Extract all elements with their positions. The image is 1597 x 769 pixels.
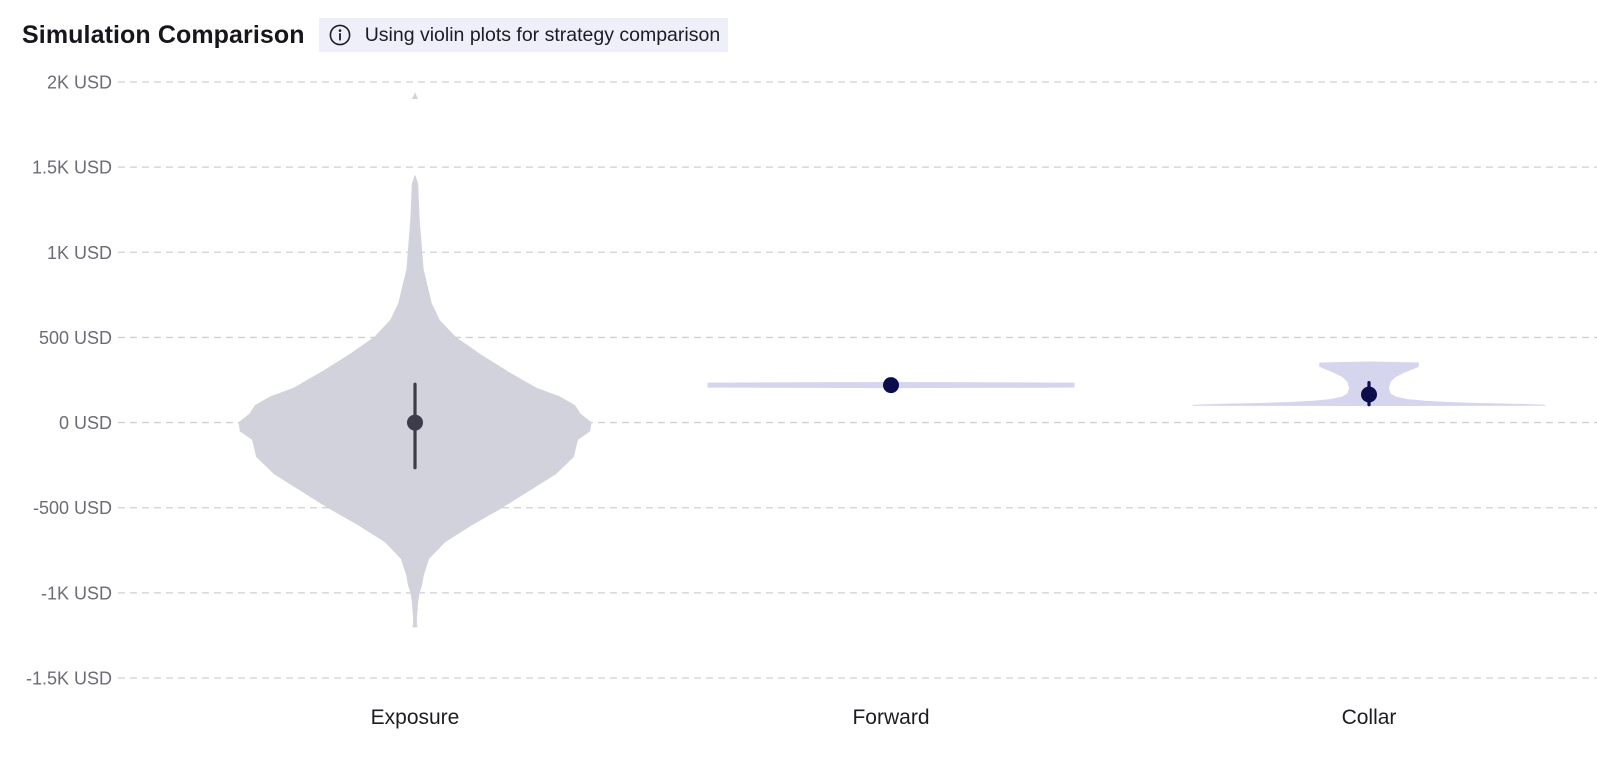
chart-title: Simulation Comparison [22,20,305,49]
y-tick-label: -500 USD [33,498,112,518]
info-icon [329,24,351,46]
y-tick-label: -1.5K USD [26,669,112,689]
y-tick-label: 1.5K USD [32,158,112,178]
y-tick-label: 0 USD [59,413,112,433]
violin-tail [412,92,418,100]
y-tick-label: -1K USD [41,583,112,603]
info-badge-text: Using violin plots for strategy comparis… [364,23,721,46]
violin-tail [412,621,418,627]
median-marker [883,377,899,394]
y-tick-label: 2K USD [47,73,112,93]
violin-exposure [238,92,592,628]
violin-collar [1192,361,1546,407]
violins [238,92,1546,628]
info-badge: Using violin plots for strategy comparis… [318,18,729,52]
violin-forward [707,377,1075,394]
chart-header: Simulation Comparison Using violin plots… [22,18,729,52]
median-marker [1361,386,1377,403]
x-category-label: Forward [852,706,929,729]
y-tick-label: 1K USD [47,243,112,263]
x-category-label: Exposure [371,706,460,729]
y-tick-label: 500 USD [39,328,112,348]
x-axis-labels: Exposure Forward Collar [371,706,1397,729]
y-axis-ticks: 2K USD 1.5K USD 1K USD 500 USD 0 USD -500 USD… [26,73,112,689]
x-category-label: Collar [1342,706,1397,729]
median-marker [407,414,423,431]
